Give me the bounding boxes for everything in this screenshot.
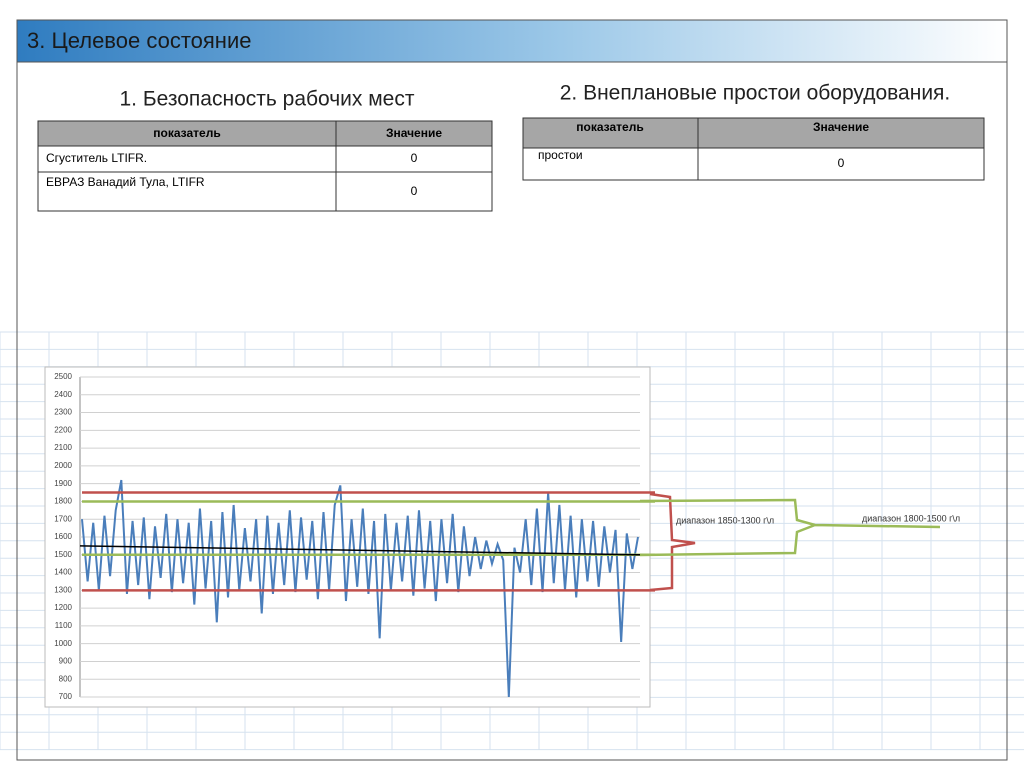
y-tick-label: 1300 xyxy=(54,585,72,594)
y-tick-label: 2500 xyxy=(54,372,72,381)
column-header: показатель xyxy=(576,120,643,134)
cell: ЕВРАЗ Ванадий Тула, LTIFR xyxy=(46,175,205,189)
y-tick-label: 1100 xyxy=(55,621,73,630)
y-tick-label: 1400 xyxy=(54,568,72,577)
annotation: диапазон 1850-1300 г\л xyxy=(676,515,774,525)
heading: 1. Безопасность рабочих мест xyxy=(120,88,415,111)
y-tick-label: 1600 xyxy=(54,532,72,541)
y-tick-label: 2300 xyxy=(54,408,72,417)
y-tick-label: 2400 xyxy=(54,390,72,399)
cell: Сгуститель LTIFR. xyxy=(46,151,147,165)
y-tick-label: 2000 xyxy=(54,461,72,470)
cell: 0 xyxy=(838,156,845,170)
y-tick-label: 1700 xyxy=(54,514,72,523)
heading: 2. Внеплановые простои оборудования. xyxy=(560,82,951,105)
y-tick-label: 700 xyxy=(59,692,73,701)
column-header: Значение xyxy=(813,120,869,134)
header-bar xyxy=(16,19,1008,63)
y-tick-label: 1200 xyxy=(54,603,72,612)
annotation: диапазон 1800-1500 г\л xyxy=(862,513,960,523)
title: 3. Целевое состояние xyxy=(27,28,251,53)
y-tick-label: 1800 xyxy=(54,497,72,506)
y-tick-label: 2100 xyxy=(54,443,72,452)
table: показатель Значение простои 0 xyxy=(522,117,985,181)
y-tick-label: 1500 xyxy=(54,550,72,559)
y-tick-label: 2200 xyxy=(54,425,72,434)
column-header: показатель xyxy=(153,126,220,140)
column-header: Значение xyxy=(386,126,442,140)
cell: простои xyxy=(538,148,583,162)
y-tick-label: 900 xyxy=(59,657,73,666)
y-tick-label: 800 xyxy=(59,674,73,683)
table: показатель Значение Сгуститель LTIFR. 0 … xyxy=(37,120,493,212)
y-tick-label: 1900 xyxy=(54,479,72,488)
cell: 0 xyxy=(411,184,418,198)
trend-line xyxy=(79,545,641,556)
chart: 700 800 900 1000 1100 1200 1300 1400 1500 1600 170… xyxy=(54,372,655,701)
y-tick-label: 1000 xyxy=(54,639,72,648)
bracket xyxy=(649,492,696,592)
cell: 0 xyxy=(411,151,418,165)
bracket xyxy=(639,498,941,557)
